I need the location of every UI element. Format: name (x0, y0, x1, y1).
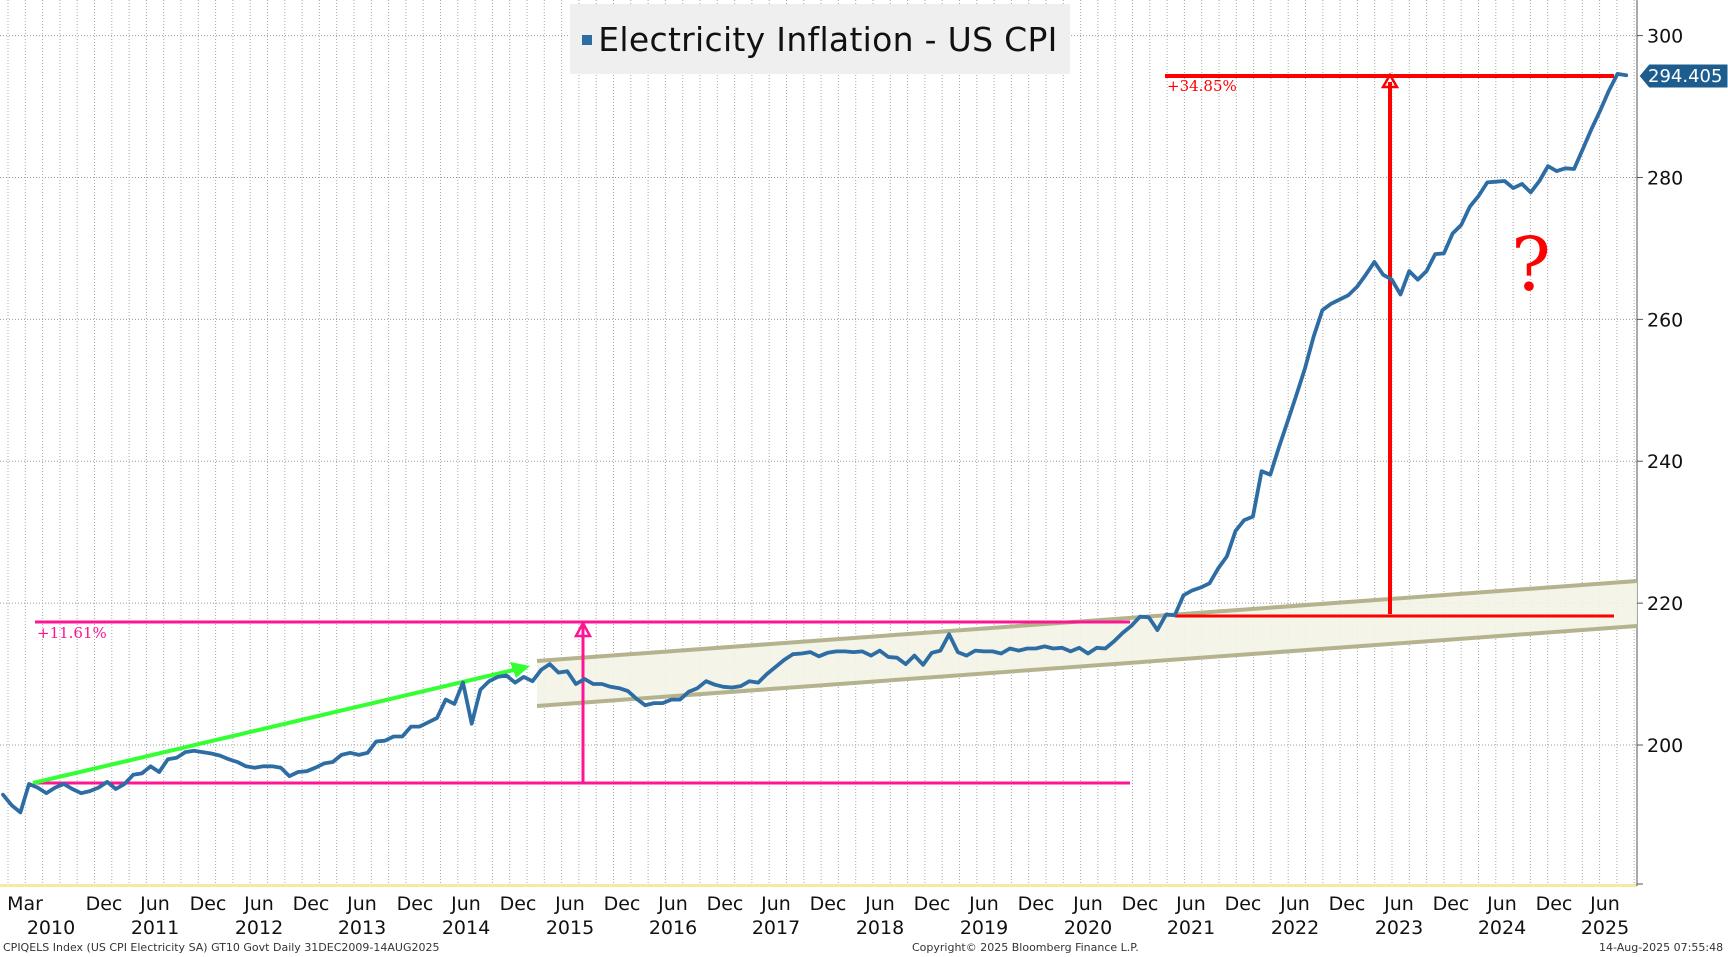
y-tick-label: 300 (1647, 26, 1683, 48)
x-tick-label: Jun (864, 893, 895, 915)
x-year-label: 2024 (1478, 917, 1526, 939)
footer-copyright: Copyright© 2025 Bloomberg Finance L.P. (912, 941, 1139, 954)
channel-lower-line (536, 624, 1638, 708)
x-tick-label: Jun (139, 893, 170, 915)
footer-source: CPIQELS Index (US CPI Electricity SA) GT… (3, 941, 440, 954)
x-year-label: 2010 (27, 917, 75, 939)
series-line (1, 72, 1629, 815)
x-axis-baseline (0, 884, 1637, 887)
y-tick-label: 280 (1647, 167, 1683, 189)
x-tick-label: Dec (1433, 893, 1470, 915)
x-year-label: 2011 (131, 917, 179, 939)
x-tick-label: Dec (1329, 893, 1366, 915)
y-tick-label: 260 (1647, 309, 1683, 331)
x-year-label: 2014 (442, 917, 490, 939)
x-tick-label: Jun (760, 893, 791, 915)
x-tick-label: Dec (1122, 893, 1159, 915)
x-tick-label: Dec (914, 893, 951, 915)
legend-swatch (582, 35, 593, 45)
y-tick-label: 220 (1647, 593, 1683, 615)
x-year-label: 2021 (1167, 917, 1215, 939)
x-tick-label: Mar (7, 893, 43, 915)
y-tick-label: 240 (1647, 451, 1683, 473)
x-tick-label: Jun (1175, 893, 1206, 915)
last-value-tag-bg (1639, 64, 1728, 88)
x-tick-label: Jun (1589, 893, 1620, 915)
x-tick-label: Jun (346, 893, 377, 915)
x-tick-label: Dec (293, 893, 330, 915)
red-percent-label: +34.85% (1167, 77, 1237, 95)
x-tick-label: Jun (1072, 893, 1103, 915)
x-tick-label: Jun (1279, 893, 1310, 915)
x-year-label: 2017 (752, 917, 800, 939)
x-tick-label: Dec (1225, 893, 1262, 915)
x-tick-label: Jun (657, 893, 688, 915)
pink-percent-label: +11.61% (37, 624, 107, 642)
x-year-label: 2013 (338, 917, 386, 939)
green-arrowhead (510, 662, 530, 678)
x-year-label: 2015 (546, 917, 594, 939)
x-tick-label: Dec (397, 893, 434, 915)
channel-fill (537, 581, 1637, 706)
x-tick-label: Dec (1018, 893, 1055, 915)
x-tick-label: Jun (968, 893, 999, 915)
legend: Electricity Inflation - US CPI (570, 4, 1070, 74)
last-value-label: 294.405 (1648, 66, 1723, 87)
x-tick-label: Jun (1383, 893, 1414, 915)
x-year-label: 2018 (856, 917, 904, 939)
footer-timestamp: 14-Aug-2025 07:55:48 (1599, 941, 1724, 954)
x-tick-label: Dec (707, 893, 744, 915)
x-tick-label: Jun (1486, 893, 1517, 915)
x-tick-label: Dec (190, 893, 227, 915)
green-arrow-line (32, 667, 519, 785)
x-tick-label: Dec (1536, 893, 1573, 915)
x-tick-label: Dec (810, 893, 847, 915)
x-year-label: 2022 (1271, 917, 1319, 939)
x-tick-label: Jun (450, 893, 481, 915)
x-year-label: 2020 (1064, 917, 1112, 939)
x-year-label: 2012 (235, 917, 283, 939)
x-year-label: 2019 (960, 917, 1008, 939)
x-tick-label: Dec (86, 893, 123, 915)
chart-title: Electricity Inflation - US CPI (598, 19, 1058, 59)
red-arrowhead (1380, 72, 1400, 89)
question-mark: ? (1511, 222, 1551, 308)
x-tick-label: Dec (604, 893, 641, 915)
pink-arrowhead (573, 620, 593, 638)
x-tick-label: Jun (243, 893, 274, 915)
y-tick-label: 200 (1647, 735, 1683, 757)
x-tick-label: Jun (554, 893, 585, 915)
x-year-label: 2025 (1581, 917, 1629, 939)
x-tick-label: Dec (500, 893, 537, 915)
x-year-label: 2023 (1375, 917, 1423, 939)
x-year-label: 2016 (649, 917, 697, 939)
